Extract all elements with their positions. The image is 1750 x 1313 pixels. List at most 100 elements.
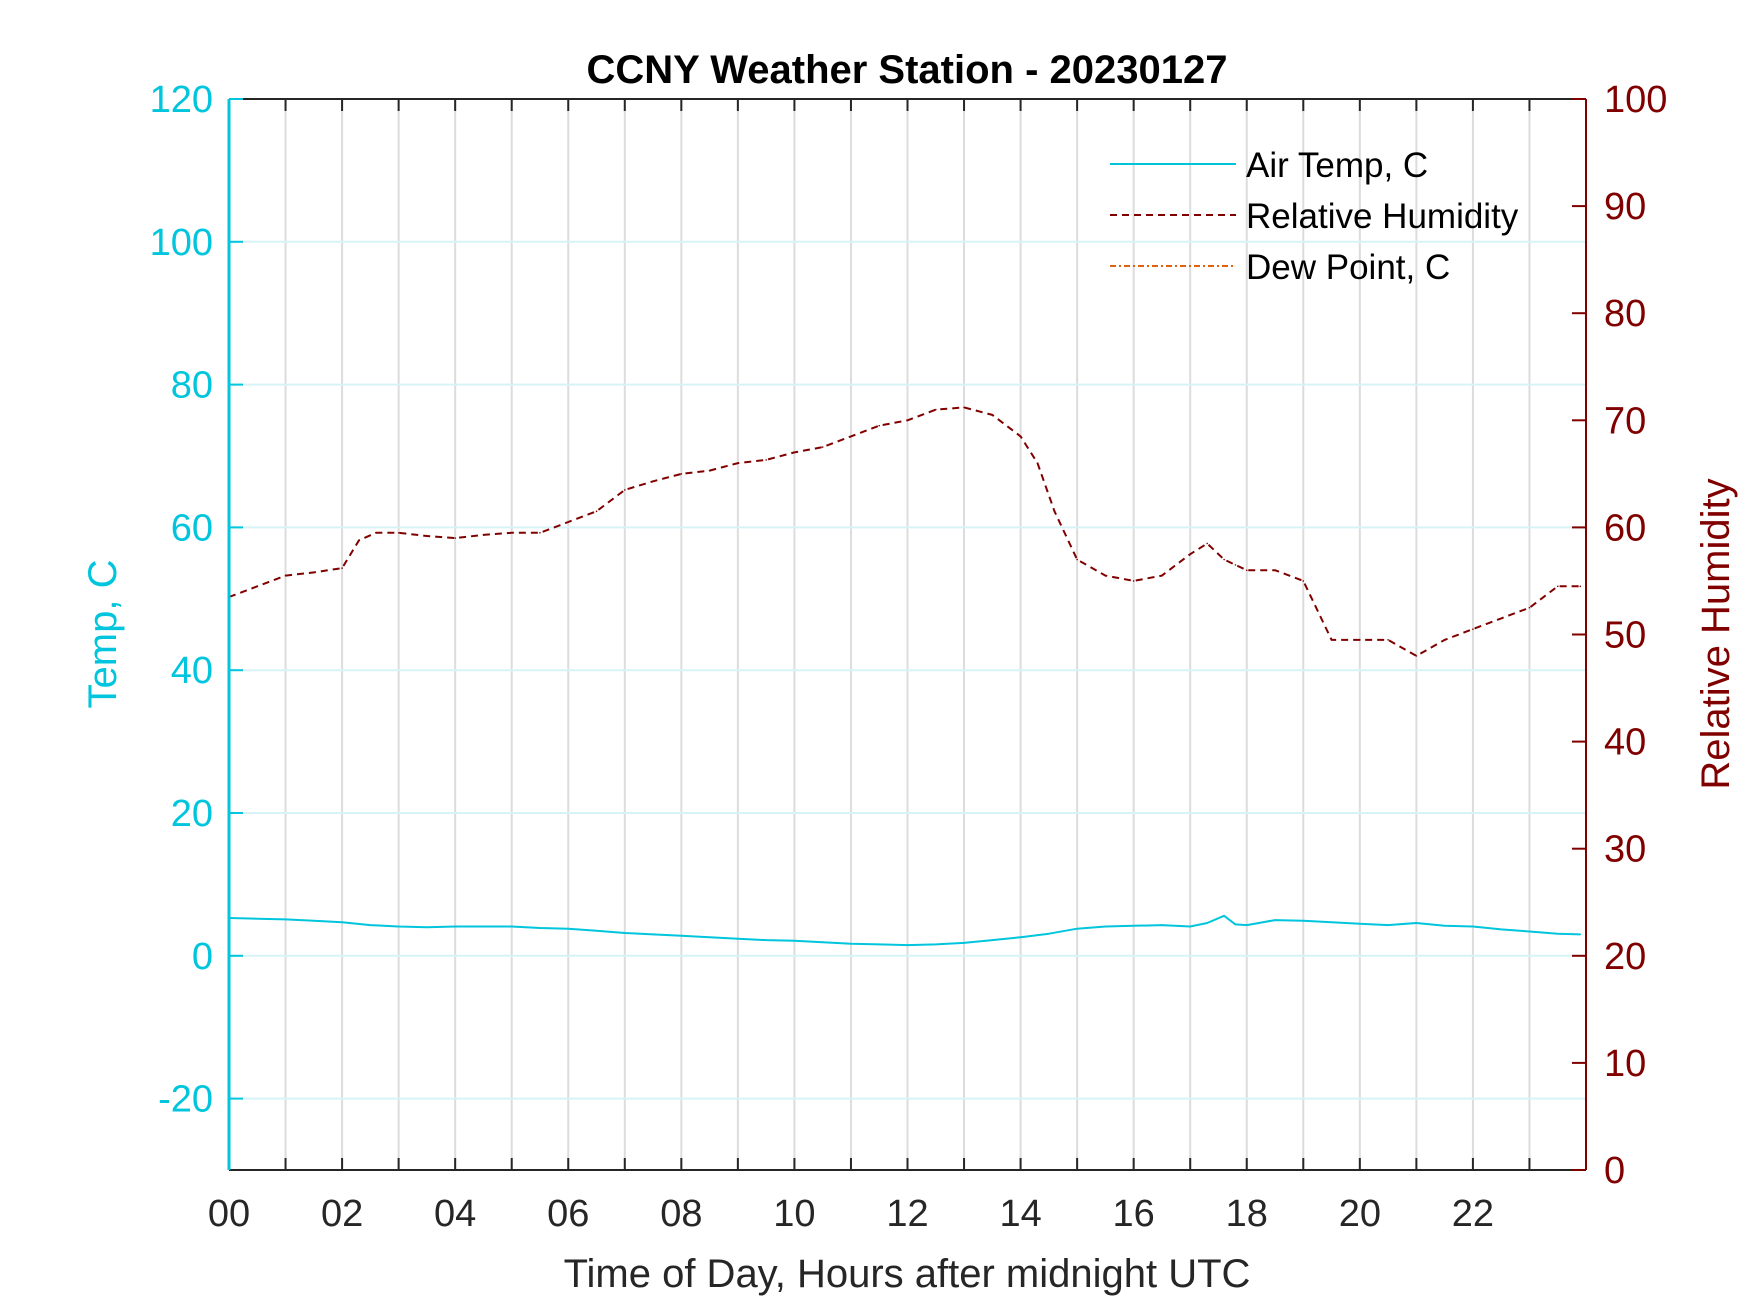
data-point: [1132, 580, 1135, 582]
data-point: [595, 930, 598, 932]
data-point: [595, 510, 598, 513]
data-point: [1161, 924, 1163, 926]
data-point: [963, 942, 965, 944]
data-point: [313, 571, 315, 574]
data-point: [1472, 628, 1474, 630]
data-point: [1443, 925, 1446, 927]
x-tick-label: 00: [208, 1193, 250, 1235]
left-tick-label: 0: [192, 936, 213, 978]
x-tick-label: 14: [999, 1193, 1041, 1235]
data-point: [1223, 558, 1225, 561]
data-point: [652, 933, 654, 936]
data-point: [906, 419, 909, 422]
data-point: [934, 943, 937, 946]
right-tick-label: 40: [1604, 722, 1646, 764]
data-point: [1053, 510, 1056, 513]
data-point: [369, 924, 372, 926]
data-point: [991, 939, 994, 941]
data-point: [510, 925, 513, 928]
data-point: [1556, 585, 1559, 588]
data-point: [1274, 919, 1276, 921]
x-tick-label: 06: [547, 1193, 589, 1235]
data-point: [821, 941, 824, 944]
right-tick-label: 0: [1604, 1150, 1625, 1192]
data-point: [1206, 542, 1208, 545]
data-point: [313, 920, 315, 922]
x-tick-label: 08: [660, 1193, 702, 1235]
grid: [229, 99, 1586, 1170]
chart-title: CCNY Weather Station - 20230127: [587, 48, 1228, 92]
data-point: [1076, 558, 1078, 561]
data-point: [482, 534, 485, 536]
axes: 00 02 04 06 08 10 12 14 16 18 20 22-200204060801001…: [150, 79, 1668, 1235]
data-point: [284, 574, 287, 577]
x-tick-label: 22: [1452, 1193, 1494, 1235]
data-point: [482, 925, 485, 928]
data-point: [1104, 574, 1107, 577]
data-point: [623, 489, 626, 491]
data-point: [1234, 923, 1237, 926]
data-point: [1528, 606, 1531, 609]
data-point: [963, 406, 965, 409]
data-point: [1415, 922, 1418, 924]
left-tick-label: 20: [171, 793, 213, 835]
data-point: [850, 942, 852, 945]
left-tick-label: 80: [171, 365, 213, 407]
data-point: [765, 939, 767, 941]
data-point: [397, 925, 400, 928]
data-point: [793, 451, 796, 454]
data-point: [821, 446, 824, 448]
data-point: [1036, 462, 1039, 464]
data-point: [1019, 936, 1022, 939]
legend-label: Air Temp, C: [1246, 146, 1428, 185]
right-tick-label: 70: [1604, 400, 1646, 442]
data-point: [1500, 928, 1502, 931]
data-point: [680, 935, 683, 937]
data-point: [1579, 933, 1582, 936]
data-point: [708, 936, 711, 939]
data-point: [1330, 639, 1333, 641]
data-point: [1579, 585, 1582, 588]
legend-label: Dew Point, C: [1246, 248, 1450, 287]
data-point: [1274, 569, 1276, 572]
data-point: [1234, 564, 1237, 566]
data-point: [878, 424, 881, 427]
data-point: [375, 531, 377, 534]
data-point: [1048, 932, 1050, 935]
data-point: [1302, 920, 1305, 922]
data-point: [1330, 921, 1333, 924]
data-point: [256, 917, 259, 920]
data-point: [1556, 932, 1559, 935]
x-tick-label: 18: [1226, 1193, 1268, 1235]
data-point: [1161, 574, 1163, 577]
data-point: [1245, 924, 1248, 926]
left-tick-label: 60: [171, 507, 213, 549]
data-point: [1387, 639, 1389, 641]
left-tick-label: 40: [171, 650, 213, 692]
x-axis-label: Time of Day, Hours after midnight UTC: [564, 1252, 1251, 1296]
data-point: [1415, 655, 1418, 657]
x-tick-label: 02: [321, 1193, 363, 1235]
data-point: [1223, 915, 1225, 917]
data-point: [737, 462, 739, 464]
x-tick-label: 10: [773, 1193, 815, 1235]
legend: Air Temp, C Relative Humidity Dew Point, C: [1110, 146, 1519, 287]
data-point: [539, 927, 541, 929]
data-point: [850, 435, 852, 438]
data-point: [1472, 925, 1474, 928]
data-point: [397, 531, 400, 534]
x-tick-label: 12: [886, 1193, 928, 1235]
data-point: [1189, 925, 1192, 928]
data-point: [510, 531, 513, 534]
data-point: [1245, 569, 1248, 572]
data-point: [934, 408, 937, 411]
data-point: [567, 927, 570, 930]
data-point: [878, 943, 881, 946]
data-point: [906, 944, 909, 946]
data-point: [1443, 639, 1446, 641]
data-point: [1387, 924, 1389, 926]
data-point: [1359, 639, 1361, 641]
right-tick-label: 30: [1604, 829, 1646, 871]
data-point: [1528, 930, 1531, 933]
